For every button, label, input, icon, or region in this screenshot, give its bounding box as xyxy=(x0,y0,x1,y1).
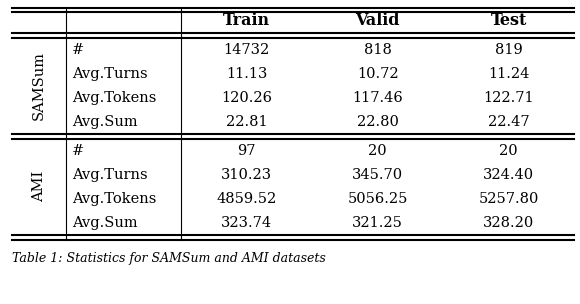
Text: Test: Test xyxy=(491,12,527,29)
Text: 328.20: 328.20 xyxy=(483,216,534,230)
Text: Avg.Turns: Avg.Turns xyxy=(72,67,148,81)
Text: 10.72: 10.72 xyxy=(357,67,398,81)
Text: 819: 819 xyxy=(495,43,523,57)
Text: 5257.80: 5257.80 xyxy=(478,192,539,206)
Text: 345.70: 345.70 xyxy=(352,168,403,182)
Text: 5056.25: 5056.25 xyxy=(347,192,408,206)
Text: 117.46: 117.46 xyxy=(352,91,403,105)
Text: 122.71: 122.71 xyxy=(483,91,534,105)
Text: 818: 818 xyxy=(364,43,392,57)
Text: 11.13: 11.13 xyxy=(226,67,267,81)
Text: Avg.Sum: Avg.Sum xyxy=(72,216,137,230)
Text: 22.80: 22.80 xyxy=(357,115,398,129)
Text: 97: 97 xyxy=(237,143,256,158)
Text: 4859.52: 4859.52 xyxy=(216,192,277,206)
Text: 321.25: 321.25 xyxy=(352,216,403,230)
Text: 120.26: 120.26 xyxy=(221,91,272,105)
Text: AMI: AMI xyxy=(32,171,46,202)
Text: 11.24: 11.24 xyxy=(488,67,530,81)
Text: Avg.Tokens: Avg.Tokens xyxy=(72,192,157,206)
Text: Avg.Sum: Avg.Sum xyxy=(72,115,137,129)
Text: SAMSum: SAMSum xyxy=(32,51,46,120)
Text: 20: 20 xyxy=(499,143,518,158)
Text: 22.47: 22.47 xyxy=(488,115,530,129)
Text: 310.23: 310.23 xyxy=(221,168,272,182)
Text: 324.40: 324.40 xyxy=(483,168,534,182)
Text: 22.81: 22.81 xyxy=(226,115,267,129)
Text: Train: Train xyxy=(223,12,270,29)
Text: 20: 20 xyxy=(368,143,387,158)
Text: 323.74: 323.74 xyxy=(221,216,272,230)
Text: Valid: Valid xyxy=(356,12,400,29)
Text: #: # xyxy=(72,43,84,57)
Text: Table 1: Statistics for SAMSum and AMI datasets: Table 1: Statistics for SAMSum and AMI d… xyxy=(12,252,325,265)
Text: 14732: 14732 xyxy=(223,43,270,57)
Text: Avg.Turns: Avg.Turns xyxy=(72,168,148,182)
Text: Avg.Tokens: Avg.Tokens xyxy=(72,91,157,105)
Text: #: # xyxy=(72,143,84,158)
